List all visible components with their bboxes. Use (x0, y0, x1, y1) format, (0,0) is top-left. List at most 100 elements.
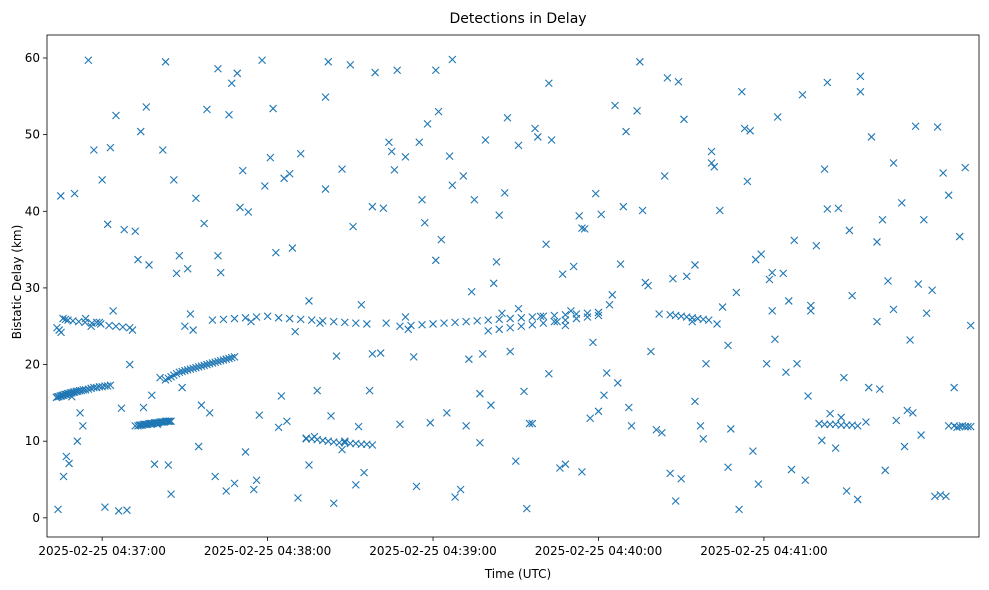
data-point (351, 480, 360, 489)
data-point (735, 505, 743, 514)
data-point (296, 149, 305, 158)
data-point (368, 349, 377, 358)
data-point (150, 460, 159, 469)
data-point (575, 211, 584, 220)
data-point (467, 287, 476, 296)
data-point (175, 251, 184, 260)
data-point (908, 408, 917, 417)
data-point (431, 256, 440, 265)
data-point (404, 325, 413, 334)
data-point (787, 465, 796, 474)
data-markers (52, 55, 975, 515)
data-point (903, 406, 912, 415)
data-point (782, 368, 790, 377)
data-point (826, 409, 834, 418)
data-point (489, 279, 498, 288)
data-point (801, 476, 810, 485)
data-point (928, 286, 937, 295)
data-point (288, 244, 297, 252)
plot-area (46, 34, 980, 538)
data-point (834, 204, 843, 213)
data-point (944, 421, 953, 430)
data-point (316, 319, 324, 328)
data-point (484, 326, 493, 335)
data-point (393, 66, 402, 75)
data-point (61, 315, 70, 324)
data-point (704, 316, 713, 324)
data-point (633, 106, 641, 115)
data-point (167, 490, 175, 498)
data-point (950, 383, 959, 392)
x-tick-label: 2025-02-25 04:37:00 (38, 544, 165, 558)
data-point (966, 321, 975, 330)
data-point (205, 359, 214, 368)
data-point (230, 479, 239, 488)
data-point (550, 311, 559, 320)
data-point (558, 270, 567, 279)
data-point (961, 422, 970, 431)
data-point (139, 403, 148, 412)
data-point (87, 322, 96, 331)
data-point (106, 143, 115, 152)
y-tick-label: 40 (25, 204, 40, 218)
data-point (84, 56, 93, 65)
data-point (514, 141, 523, 150)
data-point (597, 210, 606, 219)
data-point (120, 225, 129, 234)
data-point (503, 113, 512, 122)
data-point (307, 316, 316, 324)
data-point (200, 219, 209, 228)
data-point (591, 189, 600, 198)
data-point (128, 326, 137, 334)
plot-frame (46, 34, 980, 538)
data-point (59, 472, 68, 481)
data-point (178, 367, 187, 376)
data-point (313, 386, 322, 395)
data-point (451, 493, 459, 502)
data-point (57, 328, 65, 337)
data-point (194, 442, 203, 451)
data-point (340, 437, 349, 446)
data-point (842, 487, 851, 495)
data-point (136, 127, 145, 136)
data-point (354, 422, 363, 431)
data-point (332, 352, 341, 361)
data-point (484, 316, 493, 324)
data-point (873, 238, 881, 246)
data-point (724, 463, 732, 472)
data-point (889, 159, 898, 167)
data-point (831, 444, 840, 452)
data-point (396, 420, 404, 429)
data-point (790, 236, 799, 245)
data-point (525, 419, 534, 428)
data-point (842, 421, 851, 429)
data-point (862, 418, 870, 426)
data-point (445, 152, 454, 160)
data-point (594, 308, 603, 317)
data-point (917, 431, 925, 439)
data-point (346, 61, 355, 69)
data-point (820, 165, 829, 174)
data-point (674, 77, 683, 86)
data-point (197, 401, 206, 410)
data-point (751, 255, 760, 264)
data-point (837, 421, 846, 429)
data-point (225, 110, 233, 119)
data-point (561, 460, 570, 469)
data-point (241, 448, 250, 456)
data-point (274, 313, 283, 322)
data-point (873, 317, 881, 326)
data-point (426, 418, 435, 427)
data-point (798, 90, 807, 99)
data-point (205, 408, 214, 417)
data-point (208, 359, 217, 367)
data-point (749, 447, 757, 456)
data-point (346, 439, 355, 448)
data-point (106, 381, 115, 390)
x-axis-label: Time (UTC) (484, 567, 551, 581)
data-point (826, 420, 834, 429)
data-point (718, 303, 727, 311)
data-point (263, 312, 272, 321)
data-point (175, 368, 184, 377)
